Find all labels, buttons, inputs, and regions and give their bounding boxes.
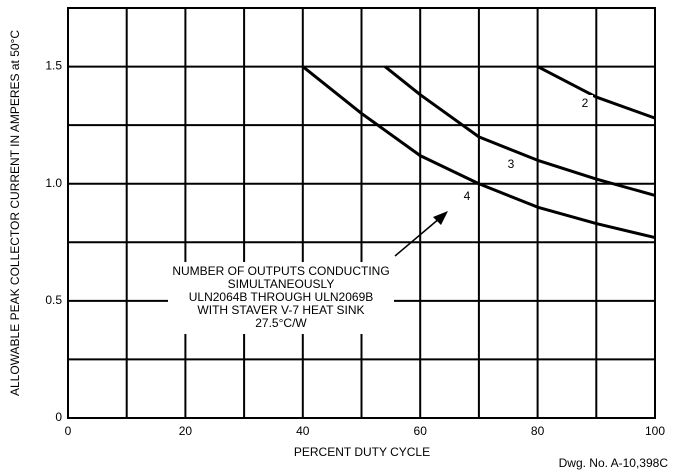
x-tick-label: 60 bbox=[414, 424, 428, 438]
curve-label-bg bbox=[577, 95, 593, 113]
y-tick-label: 0 bbox=[55, 410, 62, 424]
annotation-box bbox=[168, 262, 394, 334]
y-axis-label: ALLOWABLE PEAK COLLECTOR CURRENT IN AMPE… bbox=[8, 30, 22, 396]
x-axis-label: PERCENT DUTY CYCLE bbox=[294, 445, 430, 459]
curve bbox=[384, 65, 656, 197]
curve-label-bg bbox=[459, 188, 475, 206]
curve-label-bg bbox=[503, 156, 519, 174]
y-tick-label: 0.5 bbox=[45, 293, 62, 307]
curve-label: 3 bbox=[508, 157, 515, 171]
arrow-head bbox=[433, 211, 448, 225]
curve bbox=[301, 65, 656, 240]
drawing-number: Dwg. No. A-10,398C bbox=[559, 456, 669, 470]
annotation: NUMBER OF OUTPUTS CONDUCTING bbox=[172, 264, 389, 278]
x-tick-label: 20 bbox=[179, 424, 193, 438]
annotation: SIMULTANEOUSLY bbox=[228, 277, 335, 291]
annotation: 27.5°C/W bbox=[255, 316, 307, 330]
curve bbox=[536, 65, 656, 120]
curve-label: 2 bbox=[582, 96, 589, 110]
x-tick-label: 40 bbox=[296, 424, 310, 438]
arrow bbox=[394, 217, 441, 257]
y-tick-label: 1.0 bbox=[45, 176, 62, 190]
x-tick-label: 0 bbox=[65, 424, 72, 438]
annotation: WITH STAVER V-7 HEAT SINK bbox=[197, 303, 364, 317]
annotation: ULN2064B THROUGH ULN2069B bbox=[189, 290, 374, 304]
curve-label: 4 bbox=[464, 189, 471, 203]
y-tick-label: 1.5 bbox=[45, 59, 62, 73]
x-tick-label: 80 bbox=[531, 424, 545, 438]
x-tick-label: 100 bbox=[645, 424, 665, 438]
